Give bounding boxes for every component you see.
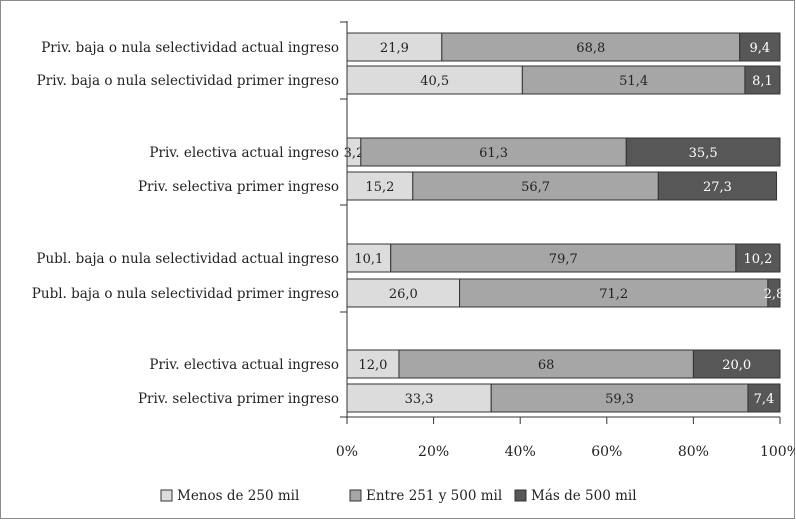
bars-layer: 21,9 68,8 9,4 40,5 51,4 8,1 3,2 61,3 35,5 15,2 56,… [344, 32, 785, 413]
axis-layer: Priv. baja o nula selectividad actual in… [32, 21, 796, 460]
data-label: 7,4 [754, 392, 775, 407]
bar-segment-1 [346, 243, 392, 273]
data-label: 9,4 [750, 41, 771, 56]
data-label: 33,3 [405, 392, 434, 407]
data-label: 68 [538, 358, 555, 373]
bar-segment-1 [346, 32, 443, 62]
bar-segment-3 [657, 171, 778, 201]
data-label: 68,8 [576, 41, 605, 56]
bar-segment-2 [360, 137, 627, 167]
bar-segment-3 [692, 349, 781, 379]
data-label: 71,2 [599, 287, 628, 302]
legend-swatch [160, 489, 173, 502]
x-tick-label: 20% [418, 444, 449, 460]
bar-segment-2 [521, 65, 746, 95]
category-label: Publ. baja o nula selectividad actual in… [36, 251, 339, 267]
category-label: Priv. selectiva primer ingreso [138, 179, 339, 195]
category-label: Priv. baja o nula selectividad actual in… [41, 40, 339, 56]
bar-segment-3 [767, 278, 781, 308]
legend-label: Menos de 250 mil [177, 488, 299, 504]
data-label: 15,2 [365, 180, 394, 195]
data-label: 56,7 [521, 180, 550, 195]
category-label: Priv. baja o nula selectividad primer in… [37, 73, 339, 89]
bar-segment-2 [459, 278, 769, 308]
data-label: 10,2 [743, 252, 772, 267]
x-tick-label: 0% [336, 444, 358, 460]
data-label: 8,1 [752, 74, 773, 89]
data-label: 3,2 [344, 146, 365, 161]
x-tick-label: 60% [591, 444, 622, 460]
bar-segment-2 [441, 32, 741, 62]
data-label: 20,0 [722, 358, 751, 373]
legend-label: Más de 500 mil [531, 488, 637, 504]
data-label: 61,3 [479, 146, 508, 161]
category-label: Priv. electiva actual ingreso [149, 145, 339, 161]
legend-label: Entre 251 y 500 mil [366, 488, 502, 504]
bar-segment-3 [625, 137, 781, 167]
x-tick-label: 100% [760, 444, 795, 460]
bar-segment-1 [346, 171, 414, 201]
data-label: 26,0 [389, 287, 418, 302]
legend: Menos de 250 mil Entre 251 y 500 mil Más d… [160, 488, 637, 504]
data-label: 79,7 [549, 252, 578, 267]
legend-swatch [349, 489, 362, 502]
legend-swatch [514, 489, 527, 502]
bar-segment-3 [747, 383, 781, 413]
data-label: 40,5 [420, 74, 449, 89]
data-label: 2,8 [764, 287, 785, 302]
x-tick-label: 40% [505, 444, 536, 460]
bar-segment-2 [412, 171, 659, 201]
data-label: 59,3 [605, 392, 634, 407]
data-label: 35,5 [689, 146, 718, 161]
category-label: Priv. selectiva primer ingreso [138, 391, 339, 407]
bar-segment-3 [739, 32, 781, 62]
data-label: 21,9 [380, 41, 409, 56]
x-tick-label: 80% [678, 444, 709, 460]
bar-segment-3 [735, 243, 781, 273]
category-label: Publ. baja o nula selectividad primer in… [32, 286, 339, 302]
data-label: 10,1 [354, 252, 383, 267]
bar-segment-2 [490, 383, 749, 413]
data-label: 27,3 [703, 180, 732, 195]
bar-segment-2 [398, 349, 694, 379]
data-label: 51,4 [619, 74, 648, 89]
data-label: 12,0 [359, 358, 388, 373]
bar-segment-1 [346, 349, 400, 379]
category-label: Priv. electiva actual ingreso [149, 357, 339, 373]
bar-segment-3 [744, 65, 781, 95]
